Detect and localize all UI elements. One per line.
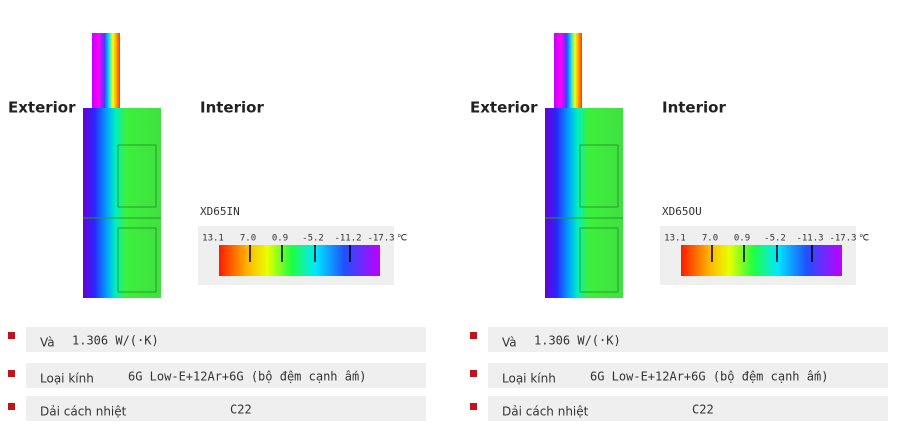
panel: Exterior Interior XD65IN 13.1 7.0 0.9 -5.2 -11.… — [8, 33, 426, 421]
scale-label: -17.3 — [829, 234, 856, 244]
spec-label: Dải cách nhiệt — [40, 405, 127, 419]
color-bar — [219, 245, 380, 276]
scale-label: 7.0 — [702, 234, 718, 244]
model-name: XD65OU — [662, 205, 702, 218]
exterior-label: Exterior — [470, 99, 538, 117]
spec-row — [26, 363, 426, 388]
spec-value: 1.306 W/(·K) — [72, 334, 159, 348]
scale-label: -5.2 — [764, 234, 786, 244]
spec-row — [488, 396, 888, 421]
spec-row — [26, 396, 426, 421]
scale-label: -11.2 — [334, 234, 361, 244]
spec-label: Loại kính — [40, 372, 94, 386]
frame-detail — [579, 227, 619, 293]
panel: Exterior Interior XD65OU 13.1 7.0 0.9 -5.2 -11.… — [470, 33, 888, 421]
bullet — [470, 370, 477, 377]
frame-detail — [579, 144, 619, 208]
spec-value: 1.306 W/(·K) — [534, 334, 621, 348]
bullet — [8, 332, 15, 339]
spec-value: 6G Low-E+12Ar+6G (bộ đệm cạnh ấm) — [128, 370, 366, 384]
interior-label: Interior — [662, 99, 726, 117]
frame — [545, 108, 623, 298]
spec-value: 6G Low-E+12Ar+6G (bộ đệm cạnh ấm) — [590, 370, 828, 384]
scale-label: 7.0 — [240, 234, 256, 244]
spec-row — [488, 363, 888, 388]
spec-value: C22 — [692, 403, 714, 417]
scale-label: 13.1 — [664, 234, 686, 244]
frame-detail — [117, 227, 157, 293]
color-bar — [681, 245, 842, 276]
exterior-label: Exterior — [8, 99, 76, 117]
spec-label: Và — [502, 336, 517, 350]
model-name: XD65IN — [200, 205, 240, 218]
scale-label: -17.3 — [367, 234, 394, 244]
scale-label: 13.1 — [202, 234, 224, 244]
glass — [92, 33, 120, 113]
glass — [554, 33, 582, 113]
spec-value: C22 — [230, 403, 252, 417]
bullet — [8, 370, 15, 377]
spec-row — [488, 327, 888, 352]
spec-label: Loại kính — [502, 372, 556, 386]
bullet — [470, 403, 477, 410]
spec-label: Dải cách nhiệt — [502, 405, 589, 419]
spec-row — [26, 327, 426, 352]
bullet — [8, 403, 15, 410]
interior-label: Interior — [200, 99, 264, 117]
spec-label: Và — [40, 336, 55, 350]
scale-label: -5.2 — [302, 234, 324, 244]
scale-unit: ℃ — [859, 234, 869, 244]
frame — [83, 108, 161, 298]
scale-label: 0.9 — [734, 234, 750, 244]
scale-unit: ℃ — [397, 234, 407, 244]
bullet — [470, 332, 477, 339]
scale-label: -11.3 — [796, 234, 823, 244]
scale-label: 0.9 — [272, 234, 288, 244]
frame-detail — [117, 144, 157, 208]
